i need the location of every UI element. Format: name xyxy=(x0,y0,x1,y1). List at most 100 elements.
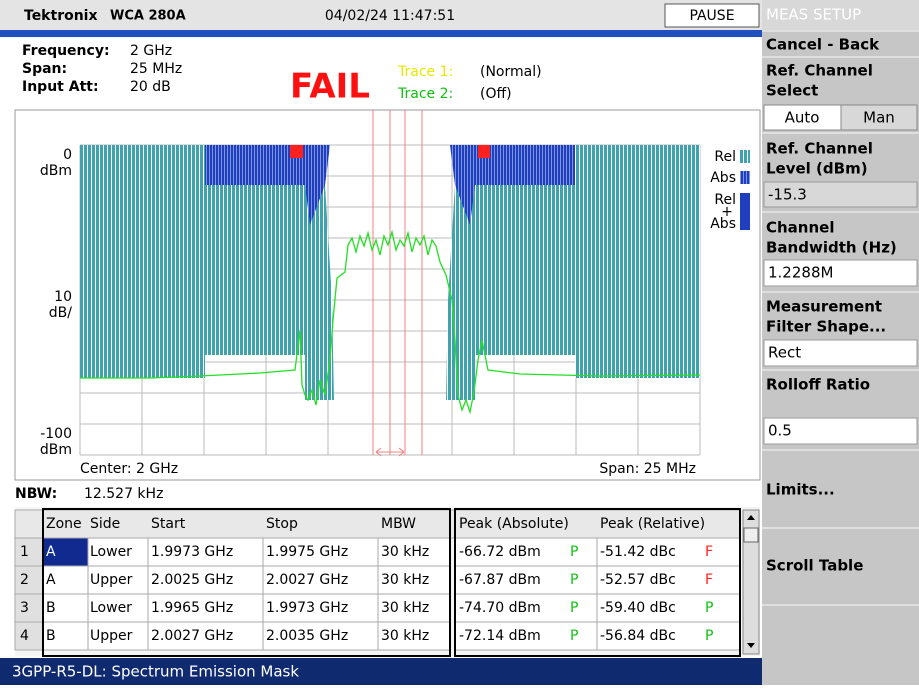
menu-item[interactable]: Channel xyxy=(766,219,834,237)
cell-text: 2.0027 GHz xyxy=(266,572,348,588)
menu-header xyxy=(762,0,919,30)
scroll-thumb[interactable] xyxy=(743,527,759,543)
option[interactable] xyxy=(840,104,918,131)
cell-text: -72.14 dBm xyxy=(459,628,541,644)
column-header: Start xyxy=(151,516,186,532)
table-box xyxy=(42,508,451,657)
option-label[interactable]: Man xyxy=(863,109,895,127)
cell-text: 2.0025 GHz xyxy=(151,572,233,588)
cell-text: 2.0035 GHz xyxy=(266,628,348,644)
value-box[interactable] xyxy=(763,339,918,367)
cell-text: Lower xyxy=(90,600,132,616)
cell xyxy=(596,621,741,651)
legend-swatch xyxy=(740,193,750,230)
cell-text: -59.40 dBc xyxy=(600,600,676,616)
cell xyxy=(147,621,264,651)
mask-region xyxy=(475,185,575,355)
fail-marker xyxy=(290,145,303,158)
cell xyxy=(147,593,264,623)
menu-item[interactable]: Scroll Table xyxy=(766,557,863,575)
row-number: 2 xyxy=(20,572,29,588)
legend-swatch xyxy=(740,150,750,163)
nbw-label: NBW: xyxy=(15,486,57,502)
cell xyxy=(596,565,741,595)
datetime: 04/02/24 11:47:51 xyxy=(325,8,455,24)
cell xyxy=(596,593,741,623)
cell-text: -56.84 dBc xyxy=(600,628,676,644)
mask-region xyxy=(205,145,305,185)
menu-item[interactable]: Limits... xyxy=(766,481,835,499)
cell-text: 2.0027 GHz xyxy=(151,628,233,644)
cell xyxy=(147,537,264,567)
cell-text: Lower xyxy=(90,544,132,560)
center: Center: 2 GHz xyxy=(80,461,178,477)
cell-text: B xyxy=(46,628,56,644)
menu-item[interactable]: Level (dBm) xyxy=(766,160,868,178)
status[interactable]: PAUSE xyxy=(689,8,734,24)
bandwidth-arrow xyxy=(375,447,405,457)
option[interactable] xyxy=(763,104,842,131)
cell-text: -74.70 dBm xyxy=(459,600,541,616)
row-number: 4 xyxy=(20,628,29,644)
flag: F xyxy=(705,572,713,588)
menu-value[interactable]: 1.2288M xyxy=(768,264,833,282)
value-box[interactable] xyxy=(763,259,918,287)
menu-item[interactable]: Ref. Channel xyxy=(766,62,873,80)
cell-text: 1.9975 GHz xyxy=(266,544,348,560)
flag: F xyxy=(705,544,713,560)
column-header: Zone xyxy=(46,516,82,532)
trace-label: Trace 2: xyxy=(397,86,453,102)
menu-value[interactable]: -15.3 xyxy=(768,186,807,204)
mask xyxy=(80,145,700,400)
column-header: Stop xyxy=(266,516,298,532)
mask-region xyxy=(305,185,334,400)
cell-text: A xyxy=(46,544,56,560)
menu-item[interactable]: Cancel - Back xyxy=(766,36,880,54)
setting-label: Input Att: xyxy=(22,79,99,95)
cell-text: 30 kHz xyxy=(381,544,429,560)
menu-dividers xyxy=(762,30,919,606)
scrollbar[interactable] xyxy=(742,509,760,655)
cell xyxy=(262,565,379,595)
menu-item[interactable]: Filter Shape... xyxy=(766,318,886,336)
menu-item[interactable]: Bandwidth (Hz) xyxy=(766,239,897,257)
setting-value: 25 MHz xyxy=(130,61,182,77)
cell-text: -51.42 dBc xyxy=(600,544,676,560)
cell-text: 30 kHz xyxy=(381,572,429,588)
cell-text: 1.9973 GHz xyxy=(266,600,348,616)
span: Span: 25 MHz xyxy=(599,461,696,477)
cell xyxy=(87,565,149,595)
value-box[interactable] xyxy=(763,417,918,445)
flag: P xyxy=(705,600,713,616)
scale: 10 xyxy=(54,289,72,305)
menu-value[interactable]: Rect xyxy=(768,344,801,362)
pause-button[interactable] xyxy=(664,3,760,28)
mask-region xyxy=(205,185,305,355)
cell xyxy=(377,621,451,651)
menu-item[interactable]: Ref. Channel xyxy=(766,140,873,158)
column-header: Side xyxy=(90,516,120,532)
cell-text: -52.57 dBc xyxy=(600,572,676,588)
mask-region xyxy=(450,145,475,225)
row-header xyxy=(14,621,44,651)
y-unit: dBm xyxy=(40,442,72,458)
legend: Abs xyxy=(710,216,736,232)
model: WCA 280A xyxy=(110,9,186,24)
menu-item[interactable]: Measurement xyxy=(766,298,882,316)
setting-label: Span: xyxy=(22,61,67,77)
setting-value: 20 dB xyxy=(130,79,171,95)
menu-item[interactable]: Select xyxy=(766,82,818,100)
mask-region xyxy=(446,185,475,400)
trace-state: (Normal) xyxy=(480,64,542,80)
mask-region xyxy=(305,145,330,225)
cell-text: 1.9973 GHz xyxy=(151,544,233,560)
menu-value[interactable]: 0.5 xyxy=(768,422,792,440)
legend-swatch xyxy=(740,171,750,184)
option-label[interactable]: Auto xyxy=(785,109,820,127)
menu-item[interactable]: Rolloff Ratio xyxy=(766,376,870,394)
status-text: 3GPP-R5-DL: Spectrum Emission Mask xyxy=(12,663,299,681)
settings: Frequency: 2 GHz Span: 25 MHz Input Att: 20 d… xyxy=(22,43,182,95)
cell xyxy=(42,621,89,651)
value-box[interactable] xyxy=(763,181,918,208)
table: Zone Side Start Stop MBW Peak (Absolute) Peak … xyxy=(14,509,741,651)
